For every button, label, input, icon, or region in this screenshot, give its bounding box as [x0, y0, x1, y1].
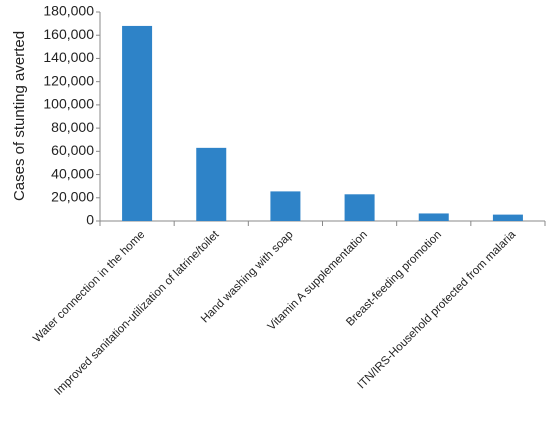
bar	[344, 194, 375, 221]
bar	[418, 213, 449, 221]
y-tick-label: 180,000	[43, 3, 94, 19]
y-axis-title: Cases of stunting averted	[11, 31, 28, 201]
bar	[122, 25, 153, 221]
y-tick-label: 140,000	[43, 49, 94, 65]
x-tick-label: ITN/IRS-Household protected from malaria	[356, 228, 519, 391]
y-tick-label: 0	[86, 212, 94, 228]
y-tick-label: 100,000	[43, 96, 94, 112]
y-tick-label: 60,000	[51, 142, 94, 158]
y-tick-label: 40,000	[51, 165, 94, 181]
y-tick-label: 80,000	[51, 119, 94, 135]
x-tick-label: Improved sanitation-utilization of latri…	[53, 228, 223, 398]
y-tick-label: 20,000	[51, 188, 94, 204]
bar	[270, 191, 301, 221]
y-tick-label: 160,000	[43, 26, 94, 42]
y-tick-label: 120,000	[43, 72, 94, 88]
bar	[492, 214, 523, 221]
bar	[196, 147, 227, 221]
